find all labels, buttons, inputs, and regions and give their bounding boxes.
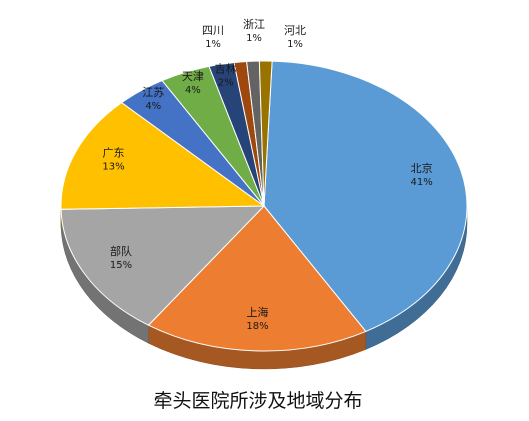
- pie-slice-2: [60, 205, 266, 326]
- pie-slice-1: [147, 205, 367, 352]
- slice-value-2: 15%: [110, 260, 132, 271]
- slice-label-6: 吉林: [215, 61, 237, 75]
- slice-label-1: 上海: [247, 305, 269, 319]
- slice-label-7: 四川: [202, 24, 224, 37]
- slice-value-7: 1%: [205, 39, 221, 50]
- slice-value-5: 4%: [185, 85, 201, 96]
- slice-value-4: 4%: [145, 101, 161, 112]
- slice-label-0: 北京: [411, 161, 433, 175]
- pie-slice-3: [60, 101, 266, 210]
- pie-slice-9: [258, 60, 273, 207]
- slice-value-3: 13%: [102, 161, 124, 172]
- slice-value-6: 2%: [218, 77, 234, 88]
- slice-value-0: 41%: [411, 177, 433, 188]
- pie-label-layer: 北京 41% 上海 18% 部队 15% 广东 13% 江苏 4% 天津 4% 吉林 2% 四川 1% 浙江 1%…: [102, 18, 432, 332]
- slice-label-9: 河北: [284, 24, 306, 37]
- slice-label-3: 广东: [103, 146, 125, 159]
- slice-label-2: 部队: [110, 244, 132, 258]
- pie-slice-0: [263, 60, 468, 333]
- slice-value-9: 1%: [287, 39, 303, 50]
- pie-depth-layer: [60, 205, 468, 370]
- slice-label-4: 江苏: [142, 86, 164, 99]
- slice-value-8: 1%: [246, 33, 262, 44]
- slice-label-5: 天津: [182, 70, 204, 83]
- pie-top-layer: [60, 60, 468, 352]
- chart-title: 牵头医院所涉及地域分布: [153, 390, 362, 412]
- slice-value-1: 18%: [246, 321, 268, 332]
- slice-label-8: 浙江: [243, 18, 265, 31]
